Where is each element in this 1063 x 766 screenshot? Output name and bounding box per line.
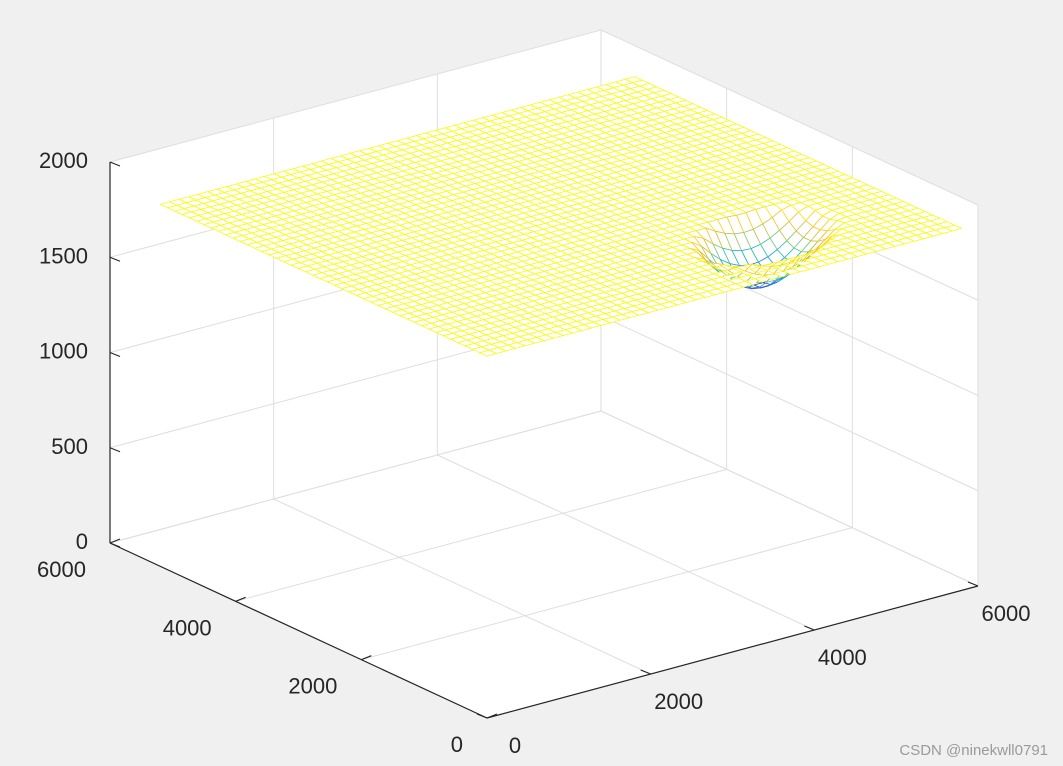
floor-gridline-x [273,498,651,675]
y-tick-mark [361,655,372,661]
z-tick-mark [109,351,121,358]
x-tick-mark [640,669,651,675]
z-tick-label: 1000 [39,339,88,364]
z-tick-label: 0 [76,529,88,554]
watermark: CSDN @ninekwll0791 [899,742,1048,759]
y-tick-label: 4000 [163,615,212,640]
y-tick-label: 0 [451,732,463,757]
y-tick-label: 6000 [37,557,86,582]
z-tick-mark [109,161,121,167]
z-tick-mark [109,447,121,453]
z-tick-label: 1500 [39,243,88,268]
x-tick-label: 2000 [654,689,703,714]
x-tick-label: 4000 [818,645,867,670]
y-axis-line [109,542,488,719]
wall-gridline-z [600,29,979,206]
wall-gridline-z [600,315,979,492]
y-tick-mark [235,596,246,602]
y-tick-mark [109,538,121,544]
x-tick-mark [967,581,979,587]
x-tick-mark [476,713,488,719]
floor-gridline-y [361,527,853,661]
floor-pane [110,411,978,718]
wall-gridline-z [109,29,602,163]
x-axis-line [486,585,979,719]
floor-gridline-x [437,454,815,631]
wall-gridline-z [600,410,979,587]
wall-gridline-z [109,410,602,544]
surface-mesh [159,76,962,357]
y-tick-label: 2000 [288,674,337,699]
x-tick-label: 6000 [982,601,1031,626]
mesh-cell [944,224,962,232]
z-tick-mark [109,542,121,548]
y-tick-mark [486,713,498,719]
floor-gridline-y [235,468,727,602]
x-tick-mark [804,625,815,631]
x-tick-label: 0 [509,733,521,758]
z-tick-label: 500 [51,434,88,459]
z-tick-label: 2000 [39,148,88,173]
z-tick-mark [109,256,121,262]
axes-ticks: 0 2000 4000 6000 0 2000 4000 6000 0 500 1000 1500 20… [37,148,1030,758]
